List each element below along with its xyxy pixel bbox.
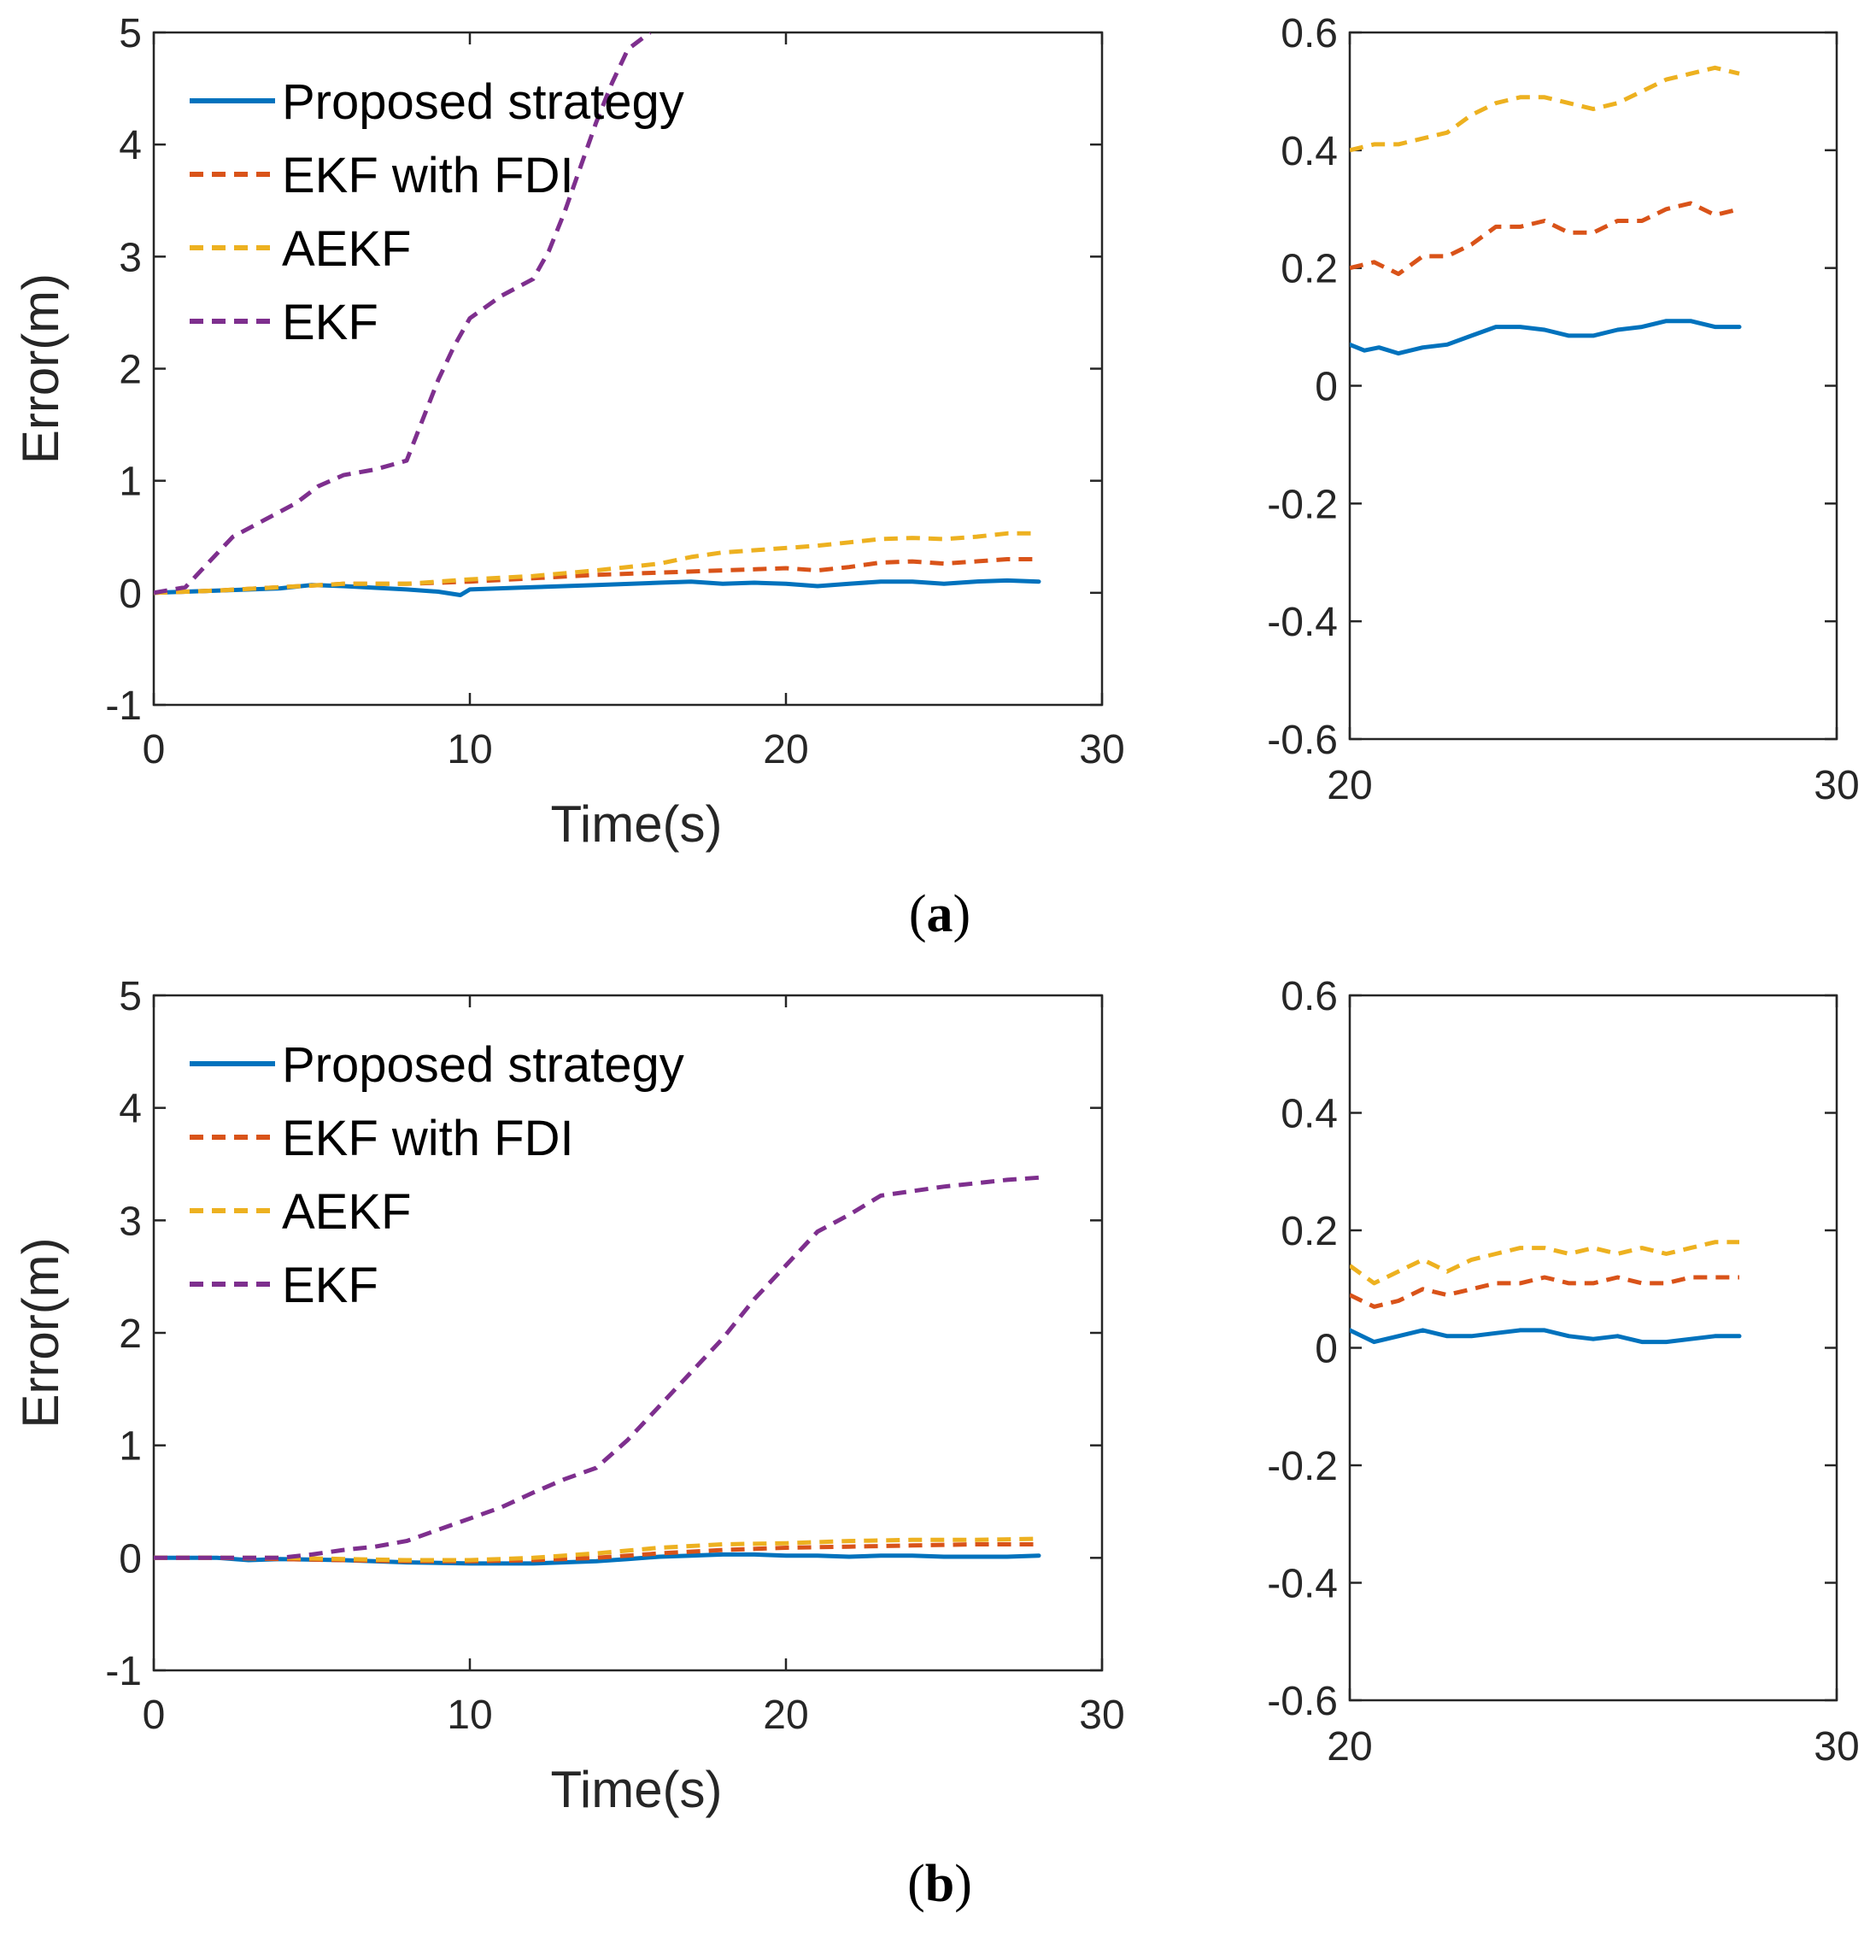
y-tick-label: 2 — [119, 1312, 142, 1357]
y-tick-label: 0.2 — [1281, 1209, 1338, 1254]
y-tick-label: 0.6 — [1281, 11, 1338, 56]
y-axis-label: Error(m) — [12, 1237, 69, 1428]
legend-label: AEKF — [282, 221, 412, 277]
legend-label: AEKF — [282, 1184, 412, 1240]
panel-caption: (b) — [907, 1855, 972, 1913]
y-tick-label: 0 — [1315, 365, 1338, 410]
x-tick-label: 20 — [1327, 763, 1372, 808]
y-tick-label: 0 — [119, 1536, 142, 1581]
plot-area — [1348, 994, 1838, 1702]
series-line-aekf — [1350, 65, 1740, 153]
y-tick-label: 5 — [119, 974, 142, 1019]
y-tick-label: 1 — [119, 1424, 142, 1470]
legend-label: EKF with FDI — [282, 1111, 574, 1166]
legend-label: EKF — [282, 1258, 378, 1313]
panel-caption: (a) — [909, 885, 970, 943]
x-tick-label: 0 — [143, 727, 166, 772]
y-tick-label: 2 — [119, 348, 142, 393]
plot-area — [152, 31, 1104, 707]
legend-label: Proposed strategy — [282, 1037, 684, 1093]
y-tick-label: 3 — [119, 235, 142, 280]
y-tick-label: 0.4 — [1281, 129, 1338, 174]
legend: Proposed strategy EKF with FDI AEKF EKF — [190, 1037, 684, 1313]
y-tick-label: 0 — [119, 572, 142, 617]
y-tick-label: -0.6 — [1267, 718, 1338, 763]
legend-label: Proposed strategy — [282, 74, 684, 130]
y-tick-label: 5 — [119, 11, 142, 56]
series-line-aekf — [154, 1536, 1040, 1563]
series-line-proposed — [1350, 319, 1742, 356]
y-tick-label: 0.2 — [1281, 247, 1338, 292]
plot-area — [1348, 31, 1838, 741]
x-tick-label: 30 — [1814, 1724, 1859, 1769]
y-tick-label: 0.6 — [1281, 974, 1338, 1019]
y-tick-label: -0.4 — [1267, 600, 1338, 645]
series-line-ekf-fdi — [1350, 201, 1740, 277]
x-axis-label: Time(s) — [550, 1761, 722, 1818]
y-tick-label: 3 — [119, 1199, 142, 1244]
legend-label: EKF with FDI — [282, 148, 574, 203]
panel-b-zoom-chart: -0.6 -0.4 -0.2 0 0.2 0.4 0.6 20 30 — [1267, 974, 1859, 1769]
x-axis-label: Time(s) — [550, 795, 722, 853]
x-tick-label: 20 — [763, 727, 808, 772]
series-line-ekf — [154, 1175, 1040, 1560]
x-tick-label: 30 — [1079, 727, 1124, 772]
panel-a-zoom-chart: -0.6 -0.4 -0.2 0 0.2 0.4 0.6 20 30 — [1267, 11, 1859, 808]
y-tick-label: -1 — [105, 684, 142, 729]
y-tick-label: -0.2 — [1267, 482, 1338, 527]
series-line-aekf — [1350, 1240, 1739, 1286]
captions: (a) (b) — [907, 885, 972, 1913]
x-tick-label: 10 — [447, 1693, 492, 1738]
y-tick-label: 0.4 — [1281, 1092, 1338, 1137]
plot-area — [152, 994, 1104, 1672]
x-tick-label: 20 — [763, 1693, 808, 1738]
y-tick-label: -0.6 — [1267, 1679, 1338, 1724]
series-line-ekf — [154, 32, 652, 596]
y-tick-label: -0.2 — [1267, 1444, 1338, 1489]
y-tick-label: 4 — [119, 1087, 142, 1132]
panel-caption-letter: a — [927, 885, 953, 943]
x-tick-label: 20 — [1327, 1724, 1372, 1769]
panel-caption-letter: b — [925, 1855, 954, 1913]
x-tick-label: 10 — [447, 727, 492, 772]
legend: Proposed strategy EKF with FDI AEKF EKF — [190, 74, 684, 350]
series-line-proposed — [1350, 1328, 1742, 1345]
y-tick-label: -1 — [105, 1649, 142, 1694]
series-line-ekf-fdi — [154, 1542, 1039, 1564]
y-axis-label: Error(m) — [12, 273, 69, 464]
x-tick-label: 30 — [1814, 763, 1859, 808]
x-tick-label: 30 — [1079, 1693, 1124, 1738]
y-tick-label: 0 — [1315, 1327, 1338, 1372]
y-tick-label: 1 — [119, 460, 142, 505]
series-line-ekf-fdi — [1350, 1275, 1739, 1309]
y-tick-label: 4 — [119, 123, 142, 168]
y-tick-label: -0.4 — [1267, 1562, 1338, 1607]
legend-label: EKF — [282, 295, 378, 350]
series-line-aekf — [154, 531, 1039, 596]
x-tick-label: 0 — [143, 1693, 166, 1738]
